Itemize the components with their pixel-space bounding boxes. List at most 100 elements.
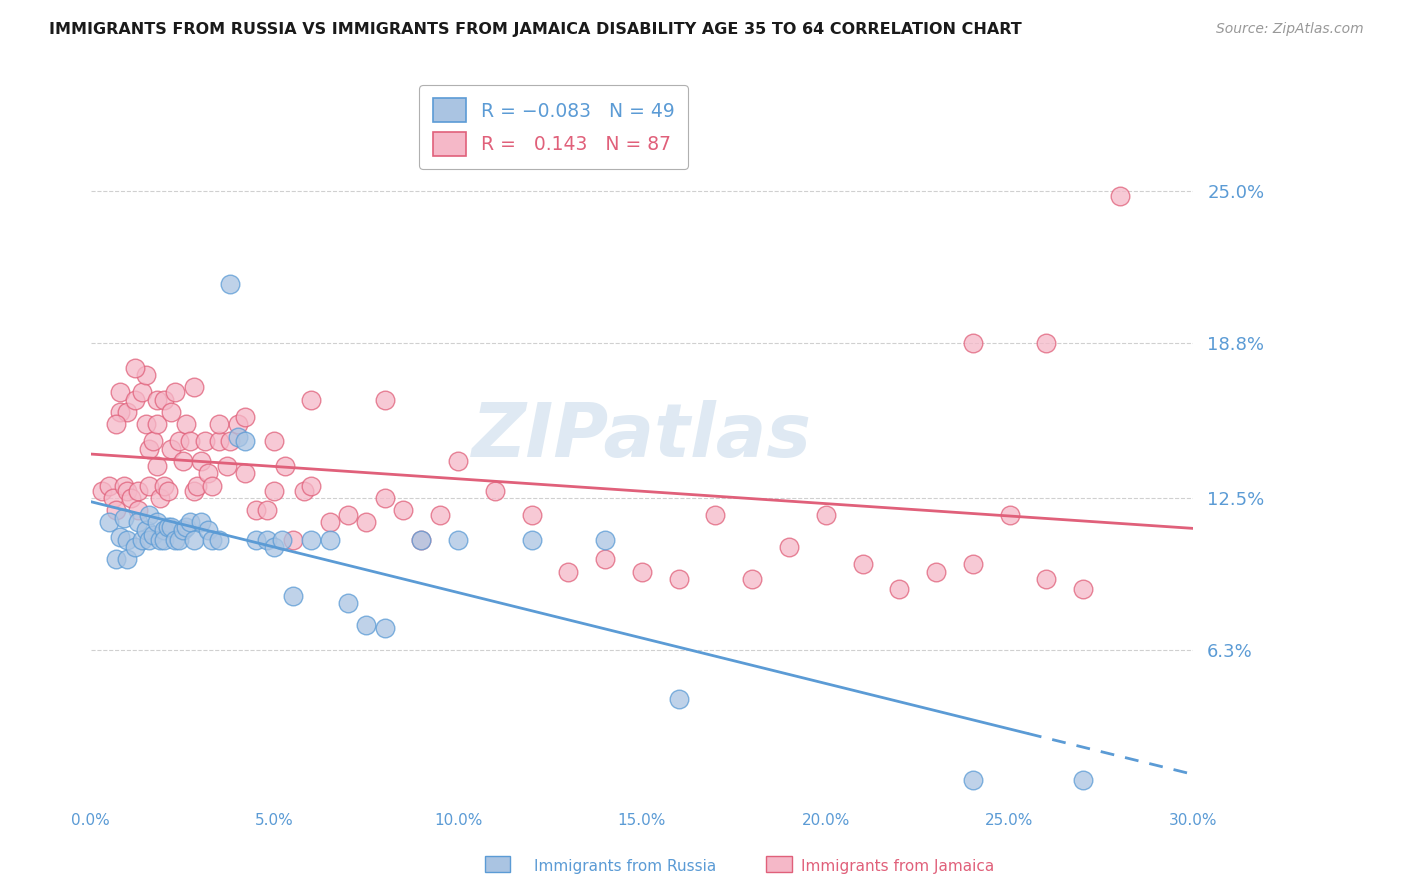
Point — [219, 277, 242, 292]
Point — [668, 692, 690, 706]
Point — [105, 552, 128, 566]
Point — [165, 385, 187, 400]
Point — [156, 520, 179, 534]
Text: Immigrants from Russia: Immigrants from Russia — [534, 859, 717, 874]
Text: IMMIGRANTS FROM RUSSIA VS IMMIGRANTS FROM JAMAICA DISABILITY AGE 35 TO 64 CORREL: IMMIGRANTS FROM RUSSIA VS IMMIGRANTS FRO… — [49, 22, 1022, 37]
Point — [142, 434, 165, 449]
Point — [814, 508, 837, 522]
Legend: R = −0.083   N = 49, R =   0.143   N = 87: R = −0.083 N = 49, R = 0.143 N = 87 — [419, 86, 688, 169]
Point — [90, 483, 112, 498]
Point — [233, 409, 256, 424]
Point — [186, 478, 208, 492]
Point — [557, 565, 579, 579]
Point — [153, 523, 176, 537]
Point — [156, 483, 179, 498]
Point — [336, 508, 359, 522]
Point — [117, 533, 139, 547]
Point — [183, 380, 205, 394]
Point — [108, 530, 131, 544]
Point — [274, 458, 297, 473]
Point — [149, 491, 172, 505]
Point — [193, 434, 215, 449]
Point — [165, 533, 187, 547]
Point — [98, 478, 121, 492]
Point — [167, 533, 190, 547]
Point — [183, 533, 205, 547]
Point — [215, 458, 238, 473]
Point — [153, 392, 176, 407]
Point — [741, 572, 763, 586]
Point — [108, 385, 131, 400]
Point — [962, 773, 984, 788]
Point — [124, 540, 146, 554]
Point — [447, 533, 470, 547]
Point — [127, 483, 149, 498]
Point — [135, 368, 157, 383]
Point — [201, 533, 224, 547]
Point — [281, 533, 304, 547]
Point — [233, 467, 256, 481]
Point — [318, 516, 340, 530]
Point — [704, 508, 727, 522]
Point — [138, 478, 160, 492]
Point — [208, 434, 231, 449]
Point — [127, 516, 149, 530]
Point — [1035, 572, 1057, 586]
Point — [183, 483, 205, 498]
Point — [105, 417, 128, 432]
Point — [146, 516, 169, 530]
Point — [374, 491, 396, 505]
Point — [336, 596, 359, 610]
Point — [925, 565, 948, 579]
Point — [593, 533, 616, 547]
Point — [299, 478, 322, 492]
Point — [149, 533, 172, 547]
Point — [962, 336, 984, 351]
Point — [270, 533, 292, 547]
Point — [131, 385, 153, 400]
Point — [208, 533, 231, 547]
Point — [281, 589, 304, 603]
Point — [256, 533, 278, 547]
Point — [142, 527, 165, 541]
Point — [520, 508, 543, 522]
Point — [201, 478, 224, 492]
Point — [233, 434, 256, 449]
Point — [356, 618, 378, 632]
Point — [174, 520, 197, 534]
Point — [226, 417, 249, 432]
Point — [146, 458, 169, 473]
Point — [263, 540, 285, 554]
Point — [135, 417, 157, 432]
Text: ZIPatlas: ZIPatlas — [472, 401, 813, 473]
Point — [245, 503, 267, 517]
Point — [190, 454, 212, 468]
Point — [112, 478, 135, 492]
Point — [668, 572, 690, 586]
Point — [962, 557, 984, 571]
Point — [520, 533, 543, 547]
Point — [778, 540, 800, 554]
Point — [429, 508, 451, 522]
Point — [197, 467, 219, 481]
Point — [172, 523, 194, 537]
Point — [117, 552, 139, 566]
Point — [374, 621, 396, 635]
Point — [138, 533, 160, 547]
Point — [174, 417, 197, 432]
Point — [160, 405, 183, 419]
Point — [263, 483, 285, 498]
Point — [117, 405, 139, 419]
Point — [112, 510, 135, 524]
Point — [631, 565, 654, 579]
Point — [146, 392, 169, 407]
Point — [356, 516, 378, 530]
Point — [146, 417, 169, 432]
Point — [108, 405, 131, 419]
Point — [153, 533, 176, 547]
Point — [411, 533, 433, 547]
Point — [179, 434, 201, 449]
Point — [120, 491, 142, 505]
Point — [299, 392, 322, 407]
Point — [219, 434, 242, 449]
